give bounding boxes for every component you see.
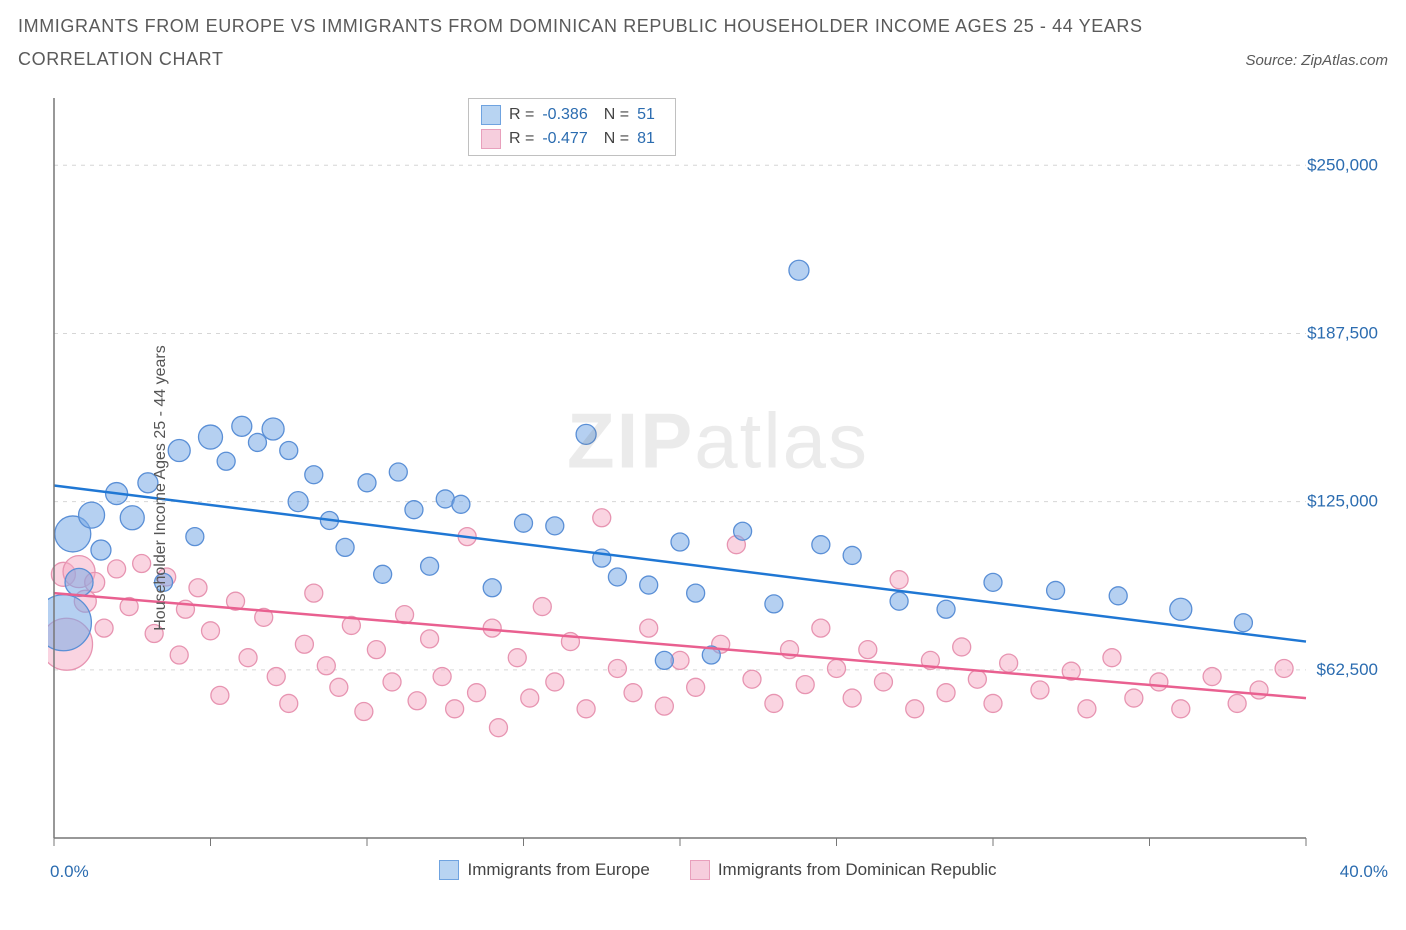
legend-item-series1: Immigrants from Europe <box>439 860 649 880</box>
y-axis-label: Householder Income Ages 25 - 44 years <box>152 345 170 631</box>
svg-text:$62,500: $62,500 <box>1317 660 1378 679</box>
stats-row-series1: R = -0.386 N = 51 <box>481 103 663 127</box>
svg-text:$125,000: $125,000 <box>1307 492 1378 511</box>
legend-label-series1: Immigrants from Europe <box>467 860 649 880</box>
stats-row-series2: R = -0.477 N = 81 <box>481 127 663 151</box>
legend-label-series2: Immigrants from Dominican Republic <box>718 860 997 880</box>
swatch-series1 <box>481 105 501 125</box>
swatch-series2-icon <box>690 860 710 880</box>
plot-area: Householder Income Ages 25 - 44 years ZI… <box>48 98 1388 878</box>
chart-title-line2: CORRELATION CHART <box>18 45 224 74</box>
svg-text:$250,000: $250,000 <box>1307 155 1378 174</box>
swatch-series1-icon <box>439 860 459 880</box>
chart-header: IMMIGRANTS FROM EUROPE VS IMMIGRANTS FRO… <box>18 12 1388 74</box>
swatch-series2 <box>481 129 501 149</box>
stats-legend: R = -0.386 N = 51 R = -0.477 N = 81 <box>468 98 676 156</box>
series-legend: Immigrants from Europe Immigrants from D… <box>48 860 1388 880</box>
scatter-chart: $62,500 $125,000 $187,500 $250,000 <box>48 98 1388 878</box>
legend-item-series2: Immigrants from Dominican Republic <box>690 860 997 880</box>
chart-title-line1: IMMIGRANTS FROM EUROPE VS IMMIGRANTS FRO… <box>18 12 1388 41</box>
source-label: Source: ZipAtlas.com <box>1245 52 1388 69</box>
svg-text:$187,500: $187,500 <box>1307 323 1378 342</box>
